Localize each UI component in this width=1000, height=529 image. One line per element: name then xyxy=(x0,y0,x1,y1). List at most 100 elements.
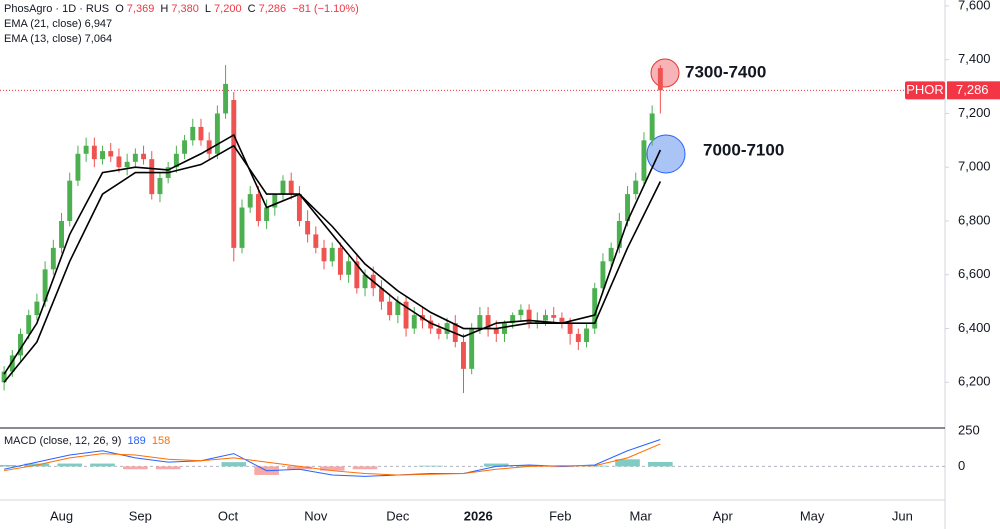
candle-body xyxy=(403,301,409,329)
y-tick-label: 6,600 xyxy=(958,266,991,281)
candle-body xyxy=(75,153,81,181)
candle-body xyxy=(329,247,335,262)
x-tick-label: Dec xyxy=(386,508,410,523)
quote-line: PhosAgro · 1D · RUS O 7,369 H 7,380 L 7,200… xyxy=(4,2,362,17)
macd-histogram-bar xyxy=(123,466,148,470)
annotation-circle xyxy=(646,134,686,174)
price-tag xyxy=(947,81,1000,100)
quote-label: L xyxy=(204,3,212,15)
candle-body xyxy=(18,333,23,356)
quote-value: 7,200 xyxy=(214,3,242,15)
y-tick-label: 7,400 xyxy=(958,51,991,66)
candle-body xyxy=(34,301,40,316)
macd-histogram-bar xyxy=(287,466,312,470)
candle-body xyxy=(559,317,565,324)
candle-body xyxy=(575,333,581,342)
macd-histogram-bar xyxy=(57,463,83,467)
macd-histogram-bar xyxy=(648,462,673,467)
x-tick-label: Sep xyxy=(129,508,152,523)
macd-title: MACD (close, 12, 26, 9) xyxy=(4,435,122,447)
macd-histogram-bar xyxy=(0,464,17,467)
macd-histogram-bar xyxy=(418,465,443,467)
candle-body xyxy=(510,315,516,324)
macd-histogram-bar xyxy=(352,466,378,470)
ema-legend: EMA (13, close) 7,064 xyxy=(4,32,362,47)
candle-body xyxy=(518,309,524,316)
y-tick-label: 7,200 xyxy=(958,105,991,120)
x-tick-label: Nov xyxy=(304,508,328,523)
candle-body xyxy=(502,323,507,334)
macd-histogram-bar xyxy=(155,466,181,470)
candle-body xyxy=(100,151,105,160)
y-tick-label: 6,200 xyxy=(958,374,991,389)
x-tick-label: Mar xyxy=(629,508,652,523)
quote-value: 7,286 xyxy=(258,3,287,15)
y-tick-label: 7,000 xyxy=(958,159,991,174)
annotation-circle xyxy=(650,58,680,88)
annotation: 7300-7400 xyxy=(685,62,766,81)
candle-body xyxy=(239,207,245,248)
candle-body xyxy=(42,269,48,302)
candle-body xyxy=(9,355,15,372)
candle-body xyxy=(337,247,343,275)
candle-body xyxy=(493,328,499,334)
candle-body xyxy=(436,328,442,334)
symbol-tag-text: PHOR xyxy=(906,82,944,97)
change: −81 (−1.10%) xyxy=(292,3,359,15)
candle-body xyxy=(526,309,532,324)
candle-body xyxy=(67,180,73,221)
x-tick-label: Feb xyxy=(549,508,571,523)
candle-body xyxy=(231,100,237,248)
candle-body xyxy=(543,315,548,321)
candle-body xyxy=(321,247,327,262)
candle-body xyxy=(600,261,606,289)
candle-body xyxy=(50,247,56,270)
macd-histogram-bar xyxy=(516,464,542,467)
candle-body xyxy=(428,320,434,329)
candle-body xyxy=(485,315,491,329)
candle-body xyxy=(313,234,319,248)
candle-body xyxy=(157,177,163,195)
quote-label: C xyxy=(247,3,256,15)
annotation: 7000-7100 xyxy=(703,140,784,159)
candle-body xyxy=(444,323,450,334)
candle-body xyxy=(173,153,179,168)
macd-histogram-bar xyxy=(319,466,345,471)
candle-body xyxy=(132,153,138,162)
candle-body xyxy=(288,180,294,195)
macd-legend: MACD (close, 12, 26, 9) 189 158 xyxy=(4,434,173,449)
x-tick-label: Aug xyxy=(50,508,73,523)
candle-body xyxy=(149,159,155,195)
x-tick-label: Apr xyxy=(713,508,734,523)
candle-body xyxy=(354,261,360,289)
symbol-title: PhosAgro · 1D · RUS xyxy=(4,3,110,15)
candle-body xyxy=(296,194,302,221)
candle-body xyxy=(551,315,557,318)
macd-histogram-bar xyxy=(90,463,115,467)
candle-body xyxy=(461,341,466,369)
candle-body xyxy=(272,194,278,208)
legend-entry: EMA (21, close) xyxy=(4,18,82,30)
legend: PhosAgro · 1D · RUS O 7,369 H 7,380 L 7,200… xyxy=(4,2,362,47)
candle-body xyxy=(59,220,64,248)
ema-line xyxy=(3,133,662,375)
candle-body xyxy=(206,140,212,154)
ema-legend: EMA (21, close) 6,947 xyxy=(4,17,362,32)
y-tick-label: 0 xyxy=(958,458,965,473)
candle-body xyxy=(378,288,384,302)
candle-body xyxy=(395,301,401,316)
x-tick-label: 2026 xyxy=(464,508,493,523)
candle-body xyxy=(567,323,573,334)
candle-body xyxy=(633,180,639,195)
candle-body xyxy=(116,156,122,168)
ema-line xyxy=(3,144,662,383)
candle-body xyxy=(198,126,204,141)
candle-body xyxy=(223,83,229,114)
candle-body xyxy=(477,315,483,329)
candle-body xyxy=(255,194,261,221)
legend-entry: 158 xyxy=(151,435,171,447)
candle-body xyxy=(657,68,663,91)
candle-body xyxy=(108,151,114,157)
candle-body xyxy=(91,145,97,160)
